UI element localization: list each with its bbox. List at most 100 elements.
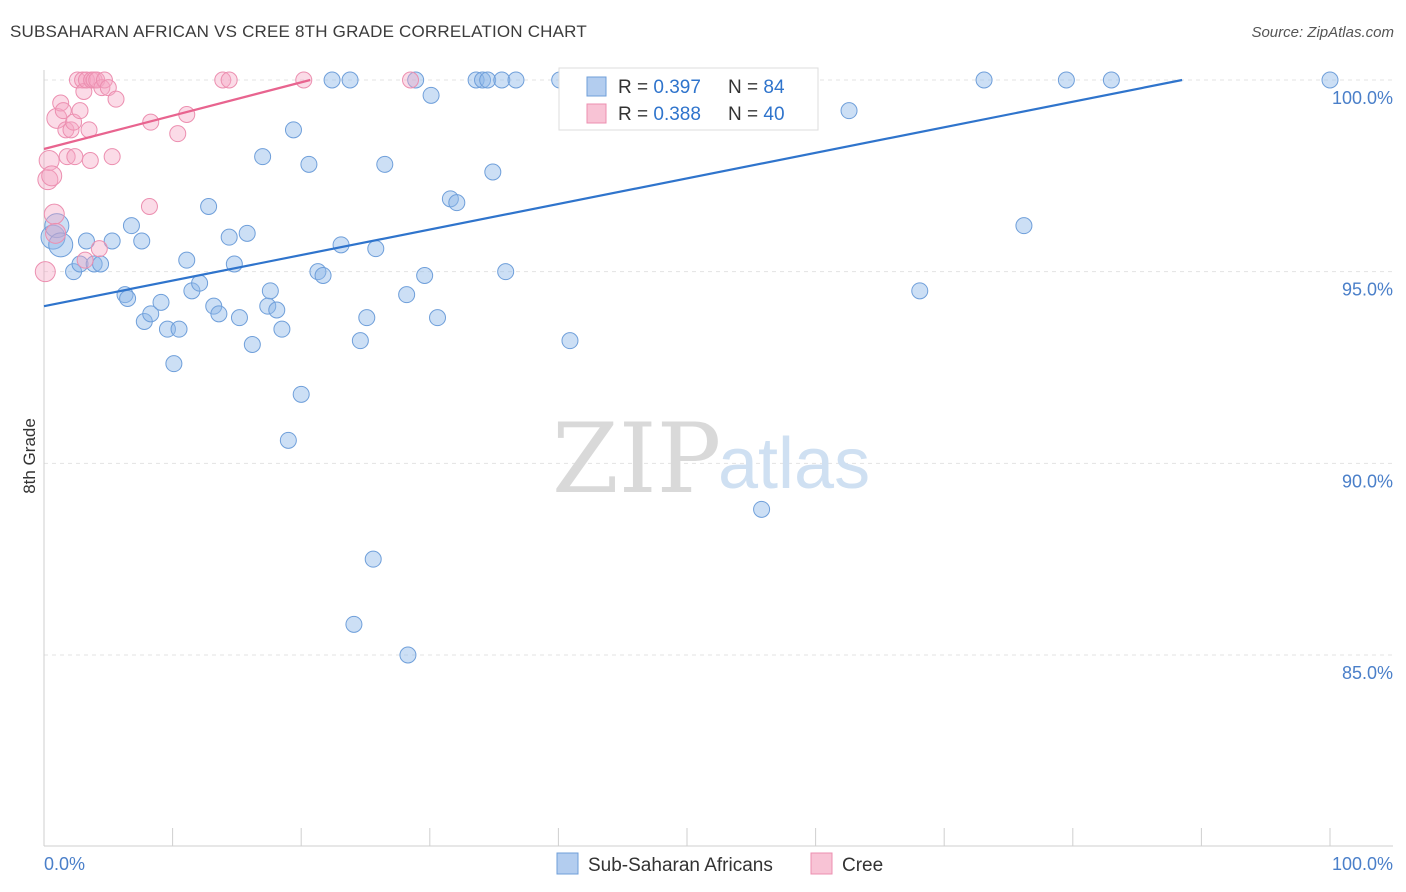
point-subsaharan-43 <box>341 71 359 89</box>
point-subsaharan-51 <box>398 286 416 304</box>
x-tick-label-right: 100.0% <box>1332 854 1393 874</box>
point-subsaharan-28 <box>238 224 256 242</box>
point-subsaharan-59 <box>474 71 492 89</box>
legend-swatch-subsaharan <box>586 76 607 97</box>
point-subsaharan-22 <box>200 198 218 215</box>
legend-r-label-1: R = <box>618 77 653 98</box>
point-subsaharan-27 <box>230 309 248 327</box>
point-subsaharan-82 <box>1102 71 1120 89</box>
legend-n-label-1: N = <box>728 77 763 98</box>
point-subsaharan-7 <box>92 255 110 273</box>
point-subsaharan-57 <box>448 194 466 212</box>
point-subsaharan-38 <box>300 155 318 173</box>
point-cree-28 <box>103 148 121 166</box>
point-subsaharan-40 <box>314 267 332 284</box>
point-subsaharan-66 <box>561 332 579 350</box>
point-cree-30 <box>140 198 158 215</box>
point-subsaharan-10 <box>119 290 137 307</box>
legend-n-label-2: N = <box>728 104 763 125</box>
point-subsaharan-58 <box>467 71 485 89</box>
point-cree-4 <box>43 203 65 225</box>
point-subsaharan-29 <box>243 336 261 353</box>
point-subsaharan-24 <box>210 305 228 323</box>
point-subsaharan-11 <box>122 217 140 235</box>
point-cree-8 <box>54 102 72 120</box>
legend-row-1: R = 0.397 N = 84 <box>618 77 785 98</box>
point-subsaharan-30 <box>254 148 272 166</box>
point-cree-2 <box>38 150 60 171</box>
point-subsaharan-49 <box>376 155 394 173</box>
chart-title: SUBSAHARAN AFRICAN VS CREE 8TH GRADE COR… <box>10 22 587 41</box>
point-subsaharan-77 <box>840 102 858 120</box>
point-subsaharan-79 <box>975 71 993 89</box>
point-subsaharan-54 <box>422 86 440 104</box>
point-subsaharan-55 <box>429 309 447 327</box>
x-ticks <box>43 828 1331 846</box>
point-subsaharan-83 <box>1321 71 1339 89</box>
point-subsaharan-53 <box>416 267 434 284</box>
stats-legend: R = 0.397 N = 84 R = 0.388 N = 40 <box>558 67 819 131</box>
point-cree-35 <box>220 71 238 89</box>
legend-row-2: R = 0.388 N = 40 <box>618 104 785 125</box>
point-subsaharan-15 <box>152 293 170 311</box>
point-subsaharan-12 <box>133 232 151 250</box>
point-subsaharan-74 <box>753 500 771 518</box>
point-cree-0 <box>34 261 56 283</box>
trend-lines <box>43 78 1183 308</box>
point-cree-37 <box>402 71 420 89</box>
point-subsaharan-52 <box>407 71 425 89</box>
point-subsaharan-42 <box>332 236 350 254</box>
point-subsaharan-32 <box>261 282 279 300</box>
point-cree-39 <box>76 251 94 269</box>
point-subsaharan-33 <box>268 301 286 319</box>
gridlines <box>44 79 1393 656</box>
legend-n-value-1: 84 <box>763 77 785 98</box>
source-label: Source: ZipAtlas.com <box>1251 24 1394 41</box>
watermark-zip: ZIP <box>552 403 721 515</box>
point-subsaharan-35 <box>279 431 297 449</box>
point-subsaharan-44 <box>345 615 363 633</box>
point-subsaharan-60 <box>479 71 497 89</box>
series-legend-label-subsaharan: Sub-Saharan Africans <box>588 855 773 876</box>
point-subsaharan-48 <box>367 240 385 258</box>
watermark-atlas: atlas <box>718 424 870 504</box>
point-cree-24 <box>90 240 108 258</box>
axes <box>43 70 1393 847</box>
point-subsaharan-14 <box>142 305 160 323</box>
point-cree-5 <box>45 222 67 244</box>
point-subsaharan-47 <box>364 550 382 568</box>
y-tick-label-1: 95.0% <box>1342 280 1393 300</box>
point-subsaharan-45 <box>351 332 369 350</box>
point-subsaharan-78 <box>911 282 929 300</box>
point-cree-15 <box>71 102 89 120</box>
point-subsaharan-34 <box>273 320 291 338</box>
trend-line-subsaharan <box>43 78 1183 308</box>
y-tick-label-0: 100.0% <box>1332 88 1393 108</box>
legend-r-label-2: R = <box>618 104 653 125</box>
point-subsaharan-8 <box>103 232 121 250</box>
point-cree-36 <box>295 71 313 89</box>
point-cree-1 <box>37 169 59 191</box>
y-tick-label-2: 90.0% <box>1342 471 1393 491</box>
data-points <box>34 71 1339 664</box>
point-subsaharan-21 <box>191 274 209 292</box>
point-subsaharan-41 <box>323 71 341 89</box>
point-subsaharan-62 <box>493 71 511 89</box>
point-subsaharan-61 <box>484 163 502 181</box>
point-cree-32 <box>169 125 187 143</box>
series-legend-label-cree: Cree <box>842 855 883 876</box>
point-cree-3 <box>41 165 63 187</box>
point-cree-34 <box>214 71 232 89</box>
watermark: ZIP atlas <box>552 403 870 515</box>
point-subsaharan-19 <box>178 251 196 269</box>
point-subsaharan-5 <box>77 232 95 250</box>
legend-r-value-1: 0.397 <box>653 77 701 98</box>
point-subsaharan-36 <box>284 121 302 139</box>
point-subsaharan-2 <box>48 232 74 258</box>
legend-r-value-2: 0.388 <box>653 104 701 125</box>
series-legend-swatch-cree <box>810 852 833 875</box>
y-tick-label-3: 85.0% <box>1342 663 1393 683</box>
point-subsaharan-25 <box>220 228 238 246</box>
point-subsaharan-18 <box>170 320 188 338</box>
